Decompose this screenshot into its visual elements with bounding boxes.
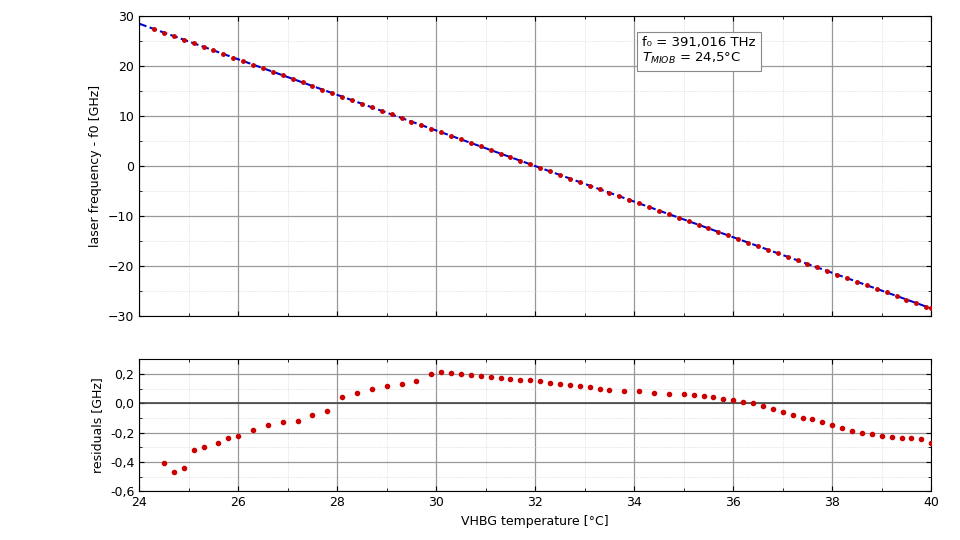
Y-axis label: laser frequency - f0 [GHz]: laser frequency - f0 [GHz]: [89, 85, 103, 247]
Y-axis label: residuals [GHz]: residuals [GHz]: [91, 377, 105, 473]
Text: f₀ = 391,016 THz
$T_{MIOB}$ = 24,5°C: f₀ = 391,016 THz $T_{MIOB}$ = 24,5°C: [642, 36, 756, 66]
X-axis label: VHBG temperature [°C]: VHBG temperature [°C]: [462, 515, 609, 528]
